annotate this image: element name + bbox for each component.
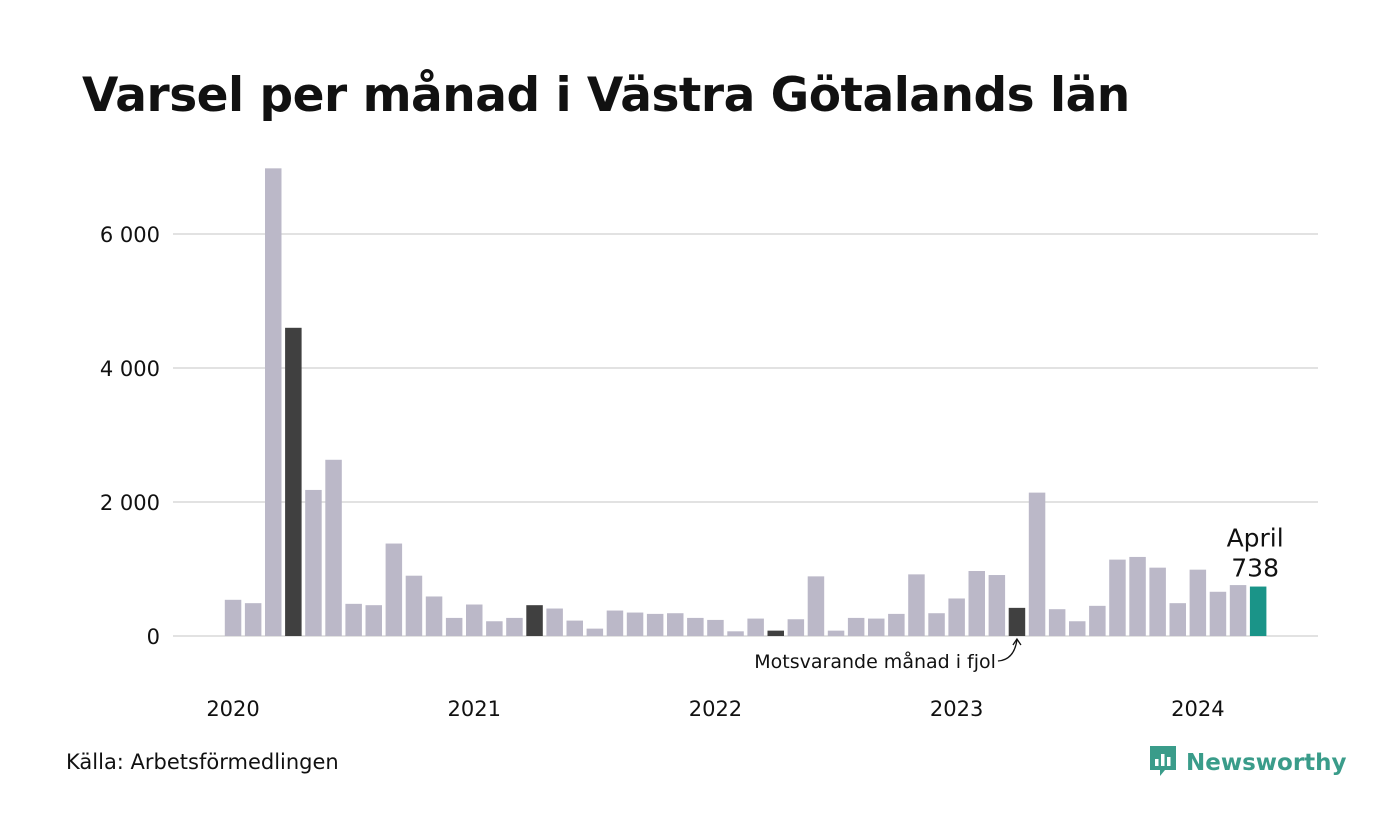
x-tick-label: 2023 [930, 697, 983, 721]
bar [1028, 492, 1046, 636]
bar [486, 621, 503, 636]
bar [1229, 585, 1247, 636]
bar [606, 610, 624, 636]
bar [727, 631, 744, 636]
bar [244, 603, 262, 636]
bar [1169, 603, 1186, 636]
bar [224, 599, 242, 636]
bar [847, 617, 865, 636]
bar [988, 575, 1006, 636]
bar [1109, 559, 1126, 636]
bar [445, 617, 463, 636]
bar [747, 618, 764, 636]
bar [345, 603, 362, 636]
x-axis-ticks: 2020 2021 2022 2023 2024 [206, 697, 1224, 721]
annotation: Motsvarande månad i fjol [754, 637, 1022, 673]
bar [566, 620, 583, 636]
annotation-label: Motsvarande månad i fjol [754, 650, 996, 673]
y-tick-label: 6 000 [100, 223, 160, 247]
x-tick-label: 2024 [1171, 697, 1224, 721]
bar [325, 459, 342, 636]
bar [265, 168, 282, 636]
bar [968, 571, 985, 636]
y-tick-label: 0 [147, 625, 160, 649]
brand-name: Newsworthy [1186, 750, 1347, 776]
source-note: Källa: Arbetsförmedlingen [66, 750, 339, 774]
bar [1209, 591, 1227, 636]
latest-value-text: 738 [1231, 554, 1279, 583]
bar [868, 618, 885, 636]
bar [405, 575, 423, 636]
bar [646, 613, 664, 636]
bar [1129, 556, 1146, 636]
bar-same-month-last-year [767, 630, 784, 636]
chart-title: Varsel per månad i Västra Götalands län [82, 68, 1130, 123]
bar [667, 613, 684, 636]
x-tick-label: 2022 [689, 697, 742, 721]
bar [1048, 609, 1066, 636]
bar-same-month-last-year [285, 327, 302, 636]
bar [827, 630, 845, 636]
y-tick-label: 2 000 [100, 491, 160, 515]
bar [908, 574, 925, 636]
bar [385, 543, 403, 636]
bar [305, 489, 322, 636]
bar [1089, 605, 1106, 636]
bar-same-month-last-year [526, 605, 543, 636]
y-tick-label: 4 000 [100, 357, 160, 381]
bar [687, 617, 704, 636]
bar-same-month-last-year [1008, 607, 1026, 636]
bar [807, 576, 825, 636]
bar [707, 619, 724, 636]
bar-chart: 0 2 000 4 000 6 000 2020 2021 2022 2023 2024 Mo… [100, 168, 1318, 721]
bar [626, 612, 644, 636]
bar-latest [1249, 586, 1267, 636]
bar [506, 617, 523, 636]
bar [466, 604, 483, 636]
latest-value-label: April 738 [1227, 524, 1284, 583]
brand-logo: Newsworthy [1148, 744, 1347, 782]
bar [365, 605, 382, 636]
bar [948, 598, 965, 636]
annotation-arrowhead [1012, 637, 1022, 646]
bar [1069, 621, 1086, 636]
bar [928, 613, 945, 636]
bars [224, 168, 1267, 636]
gridlines [173, 233, 1318, 637]
x-tick-label: 2021 [448, 697, 501, 721]
bar [425, 596, 443, 636]
annotation-arrow [997, 639, 1018, 662]
bar [1189, 569, 1207, 636]
latest-month-label: April [1227, 524, 1284, 553]
bar [888, 613, 905, 636]
bar-chart-speech-bubble-icon [1148, 744, 1178, 782]
bar [1149, 567, 1166, 636]
bar [546, 608, 563, 636]
bar [586, 628, 604, 636]
y-axis-ticks: 0 2 000 4 000 6 000 [100, 223, 160, 649]
bar [787, 619, 805, 636]
x-tick-label: 2020 [206, 697, 259, 721]
